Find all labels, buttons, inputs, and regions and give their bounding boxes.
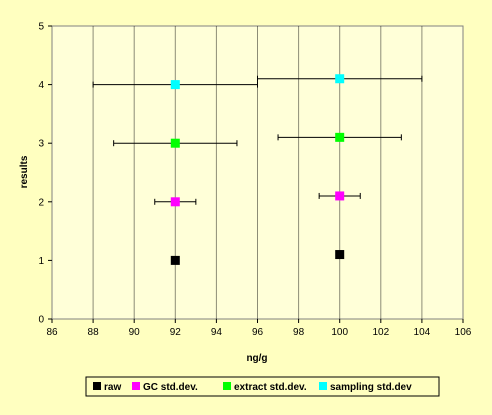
legend: raw GC std.dev. extract std.dev. sampling s…: [85, 376, 440, 397]
x-tick-label: 94: [211, 327, 223, 338]
data-points: [170, 74, 345, 265]
data-point-extract-std-dev: [170, 138, 180, 148]
legend-label: extract std.dev.: [234, 382, 307, 393]
data-point-sampling-std-dev: [170, 80, 180, 90]
y-tick-label: 3: [38, 139, 44, 150]
legend-swatch: [223, 382, 231, 390]
legend-label: GC std.dev.: [143, 382, 198, 393]
y-tick-label: 5: [38, 22, 44, 33]
y-tick-label: 4: [38, 80, 44, 91]
y-tick-label: 1: [38, 256, 44, 267]
data-point-gc-std-dev: [170, 197, 180, 207]
y-tick-label: 0: [38, 315, 44, 326]
x-tick-label: 88: [88, 327, 100, 338]
x-tick-label: 98: [293, 327, 305, 338]
x-axis-title: ng/g: [246, 353, 267, 364]
x-tick-label: 92: [170, 327, 182, 338]
data-point-extract-std-dev: [335, 132, 345, 142]
x-tick-label: 96: [252, 327, 264, 338]
legend-box: [85, 376, 440, 397]
data-point-raw: [170, 255, 180, 265]
x-tick-label: 102: [372, 327, 389, 338]
data-point-gc-std-dev: [335, 191, 345, 201]
data-point-raw: [335, 250, 345, 260]
x-tick-label: 90: [129, 327, 141, 338]
data-point-sampling-std-dev: [335, 74, 345, 84]
axis-ticks: 86 88 90 92 94 96 98 100 102 104 106 0 1 2 3 4 5: [38, 22, 471, 339]
y-axis-title: results: [19, 155, 30, 188]
legend-swatch: [319, 382, 327, 390]
y-tick-label: 2: [38, 197, 44, 208]
legend-swatch: [93, 382, 101, 390]
x-tick-label: 104: [414, 327, 431, 338]
legend-label: raw: [104, 382, 121, 393]
plot-area: [51, 25, 464, 320]
x-tick-label: 86: [46, 327, 58, 338]
x-tick-label: 100: [331, 327, 348, 338]
x-tick-label: 106: [455, 327, 472, 338]
legend-label: sampling std.dev: [330, 382, 412, 393]
legend-swatch: [132, 382, 140, 390]
